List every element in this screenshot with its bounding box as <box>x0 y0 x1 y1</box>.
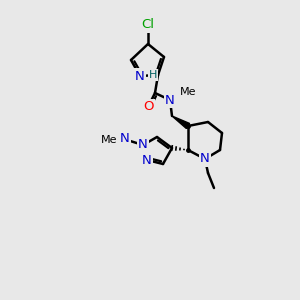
Text: methyl: methyl <box>112 138 117 140</box>
Text: N: N <box>138 139 148 152</box>
Text: N: N <box>120 133 130 146</box>
Text: N: N <box>135 70 145 83</box>
Text: Me: Me <box>180 87 196 97</box>
Text: Me: Me <box>100 135 117 145</box>
Text: O: O <box>143 100 153 113</box>
Text: N: N <box>142 154 152 166</box>
Polygon shape <box>172 116 190 128</box>
Text: N: N <box>165 94 175 106</box>
Text: H: H <box>149 70 158 80</box>
Text: N: N <box>200 152 210 166</box>
Text: methyl: methyl <box>113 136 118 137</box>
Text: Cl: Cl <box>142 19 154 32</box>
